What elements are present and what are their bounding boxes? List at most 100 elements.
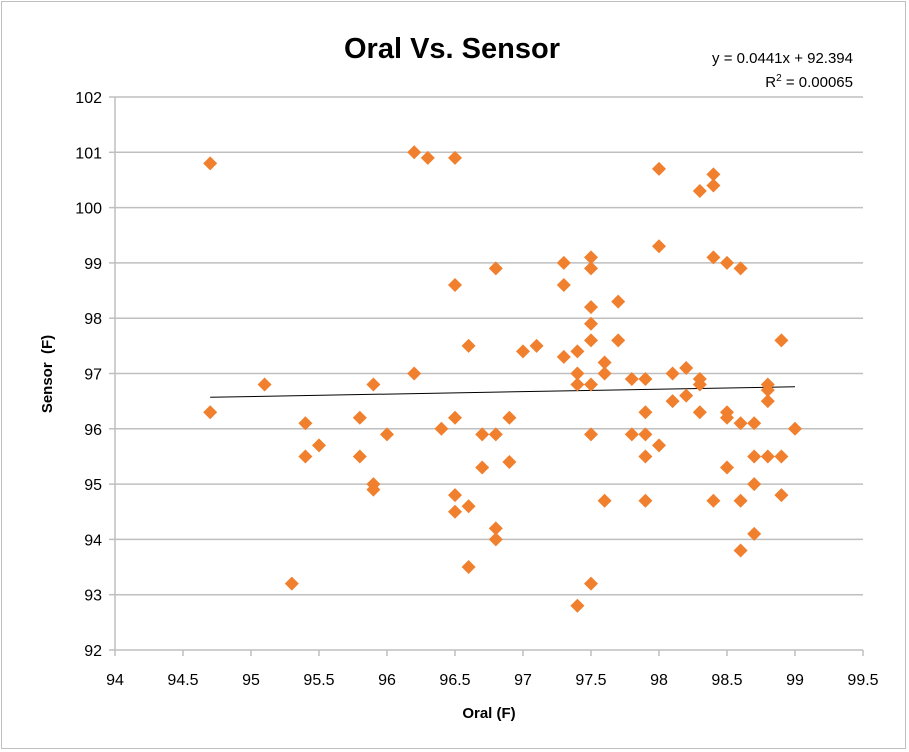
data-point xyxy=(366,482,381,497)
data-point xyxy=(352,449,367,464)
data-point xyxy=(556,278,571,293)
data-point xyxy=(448,150,462,165)
data-point xyxy=(448,410,462,425)
trendline-group xyxy=(210,386,796,398)
data-point xyxy=(774,333,789,348)
data-point xyxy=(665,394,680,409)
gridlines xyxy=(115,96,863,596)
data-point xyxy=(624,427,639,442)
data-point xyxy=(556,255,571,270)
data-point xyxy=(488,261,503,276)
data-point xyxy=(448,488,462,503)
data-point xyxy=(434,421,449,436)
data-point xyxy=(760,383,775,398)
y-tick-label: 93 xyxy=(84,588,102,605)
x-tick-label: 94.5 xyxy=(167,672,198,689)
y-tick-label: 99 xyxy=(84,256,102,273)
x-tick-label: 96 xyxy=(378,672,396,689)
data-point xyxy=(502,454,517,469)
data-point xyxy=(692,184,707,199)
x-tick-label: 97.5 xyxy=(575,672,606,689)
data-point xyxy=(652,161,666,176)
data-point xyxy=(380,427,394,442)
data-point xyxy=(475,460,490,475)
data-point xyxy=(760,394,775,409)
data-point xyxy=(733,261,748,276)
data-point xyxy=(679,360,694,375)
data-point xyxy=(788,421,802,436)
trendline-equation: y = 0.0441x + 92.394 xyxy=(712,50,853,67)
data-point xyxy=(692,405,707,420)
trendline xyxy=(210,386,796,398)
data-point xyxy=(638,493,653,508)
data-point xyxy=(706,493,721,508)
data-point xyxy=(652,239,666,254)
data-point xyxy=(570,377,585,392)
data-point xyxy=(461,560,476,575)
data-point xyxy=(679,388,694,403)
chart-title: Oral Vs. Sensor xyxy=(344,33,560,65)
data-point xyxy=(611,294,626,309)
data-point xyxy=(706,167,721,182)
x-tick-label: 97 xyxy=(514,672,532,689)
data-point xyxy=(733,493,748,508)
data-point xyxy=(747,526,762,541)
data-point xyxy=(448,504,462,519)
y-tick-label: 96 xyxy=(84,422,102,439)
x-axis-label: Oral (F) xyxy=(462,705,515,722)
y-tick-label: 97 xyxy=(84,367,102,384)
data-point xyxy=(720,255,734,270)
data-point xyxy=(448,278,462,293)
y-tick-label: 101 xyxy=(75,145,102,162)
data-point xyxy=(733,543,748,558)
x-tick-label: 94 xyxy=(106,672,124,689)
data-point xyxy=(665,366,680,381)
data-point xyxy=(257,377,272,392)
axes xyxy=(109,96,864,656)
data-point xyxy=(747,477,762,492)
data-point xyxy=(488,532,503,547)
y-tick-label: 92 xyxy=(84,643,102,660)
data-point xyxy=(488,521,503,536)
x-tick-label: 98 xyxy=(650,672,668,689)
y-tick-label: 100 xyxy=(75,201,102,218)
data-point xyxy=(584,333,598,348)
data-point xyxy=(652,438,666,453)
data-point xyxy=(638,449,653,464)
data-point xyxy=(706,178,721,193)
data-point xyxy=(461,499,476,514)
data-point xyxy=(584,576,598,591)
data-point xyxy=(638,372,653,387)
data-point xyxy=(407,145,422,160)
data-point xyxy=(760,449,775,464)
r-squared-superscript: 2 xyxy=(776,73,782,84)
y-tick-label: 94 xyxy=(84,532,102,549)
data-point xyxy=(516,344,530,359)
data-point xyxy=(733,416,748,431)
data-point xyxy=(597,355,612,370)
data-point xyxy=(720,410,734,425)
data-point xyxy=(720,460,734,475)
x-tick-label: 98.5 xyxy=(711,672,742,689)
data-point xyxy=(597,366,612,381)
data-point xyxy=(298,416,313,431)
y-tick-label: 98 xyxy=(84,311,102,328)
x-tick-label: 99 xyxy=(786,672,804,689)
data-point xyxy=(584,300,598,315)
x-tick-label: 95 xyxy=(242,672,260,689)
r-squared-prefix: R xyxy=(765,74,776,91)
data-point xyxy=(475,427,490,442)
data-point xyxy=(774,488,789,503)
data-point xyxy=(488,427,503,442)
x-tick-label: 99.5 xyxy=(847,672,878,689)
data-point xyxy=(502,410,517,425)
data-point xyxy=(597,493,612,508)
data-point xyxy=(407,366,422,381)
data-point xyxy=(584,250,598,265)
data-point xyxy=(556,349,571,364)
data-point xyxy=(570,366,585,381)
data-point xyxy=(570,344,585,359)
data-point xyxy=(638,427,653,442)
